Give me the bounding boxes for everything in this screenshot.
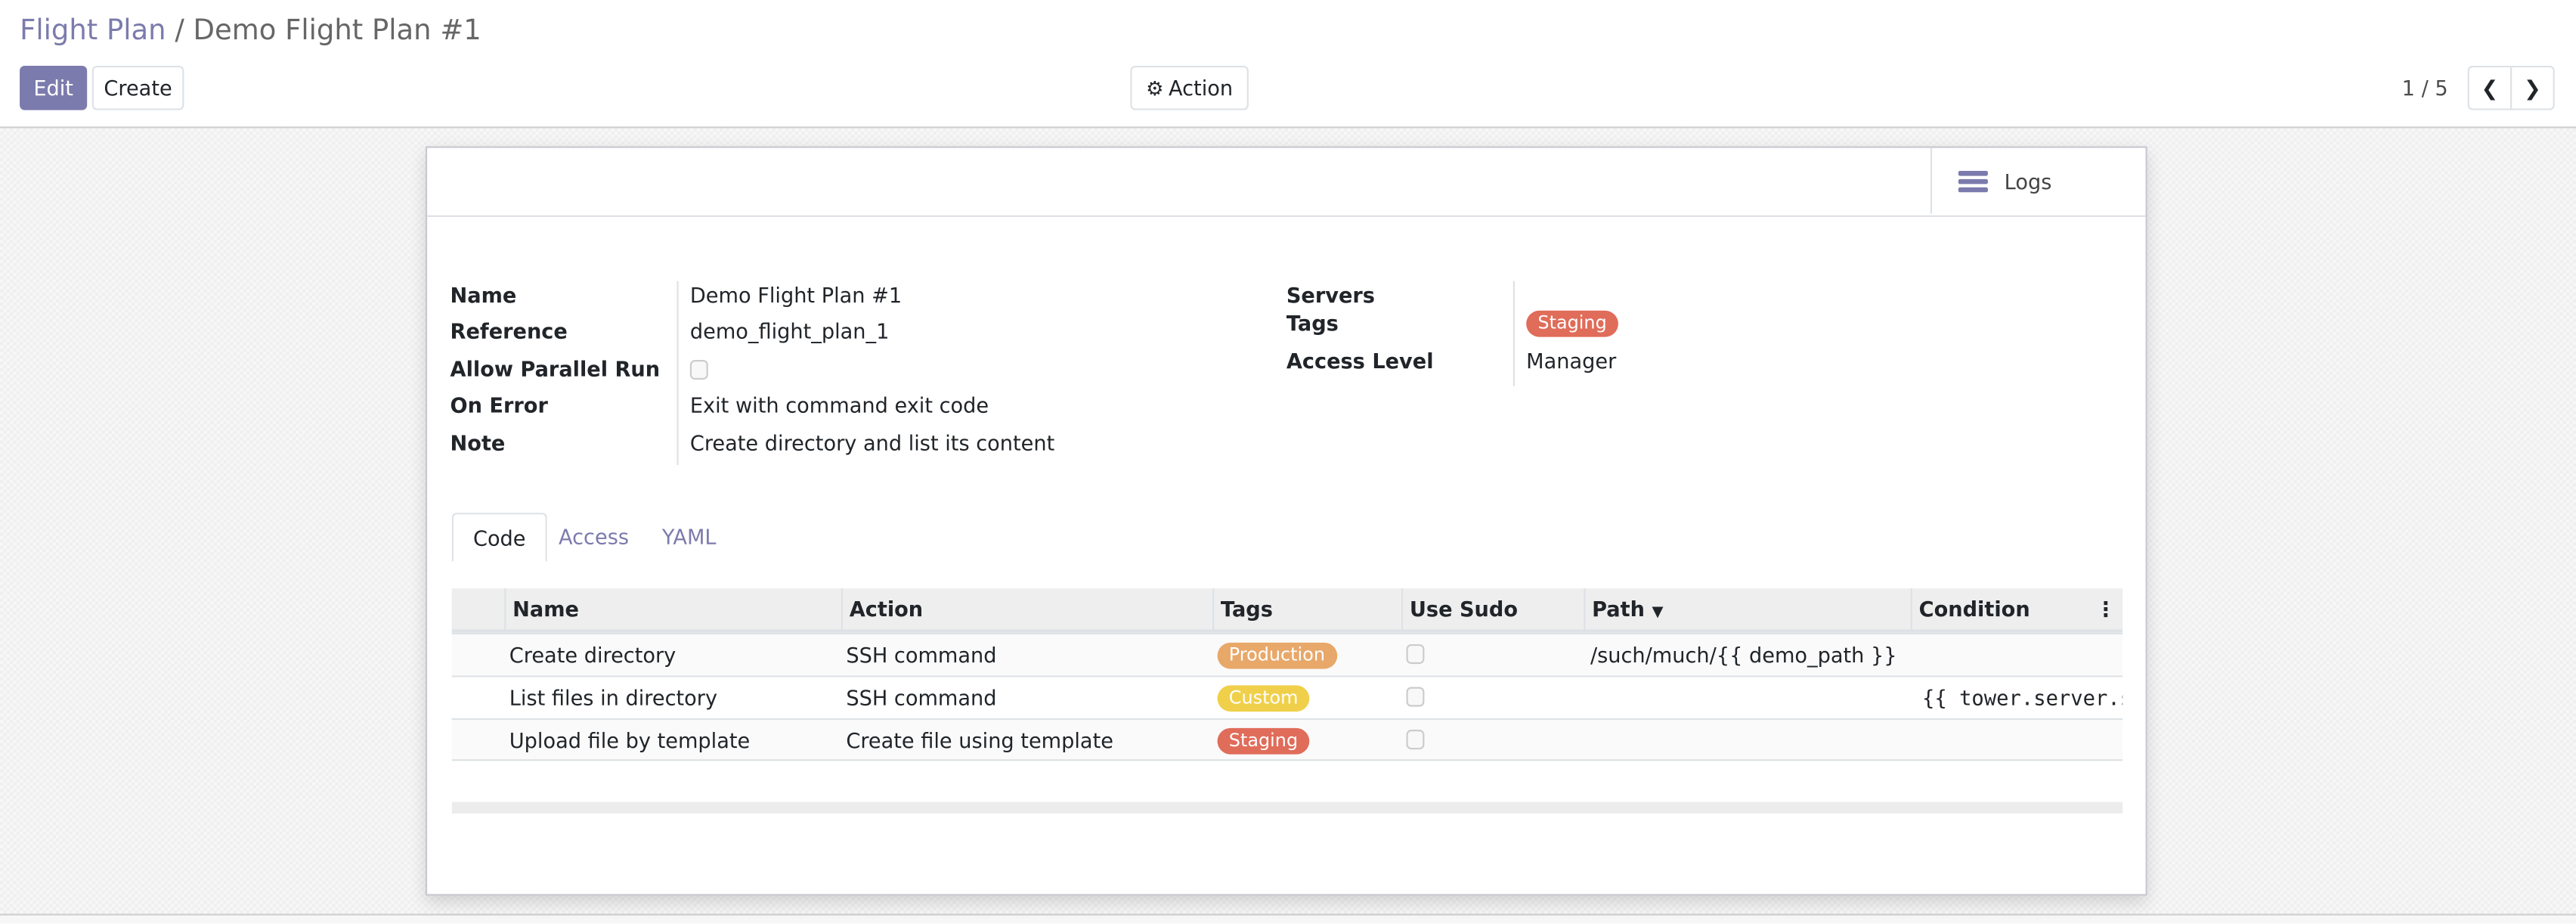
caret-down-icon: ▼	[1652, 604, 1664, 622]
use-sudo-checkbox	[1406, 687, 1425, 707]
row-path: /such/much/{{ demo_path }}	[1590, 642, 1897, 668]
on-error-value: Exit with command exit code	[689, 392, 989, 418]
action-button[interactable]: ⚙ Action	[1130, 65, 1249, 110]
column-header-condition[interactable]: Condition ⋮	[1910, 588, 2123, 631]
row-name: Upload file by template	[509, 727, 751, 753]
column-header-action[interactable]: Action	[841, 588, 1215, 631]
name-label: Name	[450, 282, 517, 308]
breadcrumb-current: Demo Flight Plan #1	[193, 14, 481, 48]
bottom-divider	[0, 913, 2576, 924]
breadcrumb-parent-link[interactable]: Flight Plan	[20, 14, 166, 48]
header-underline	[451, 629, 2123, 633]
on-error-label: On Error	[450, 392, 548, 418]
table-row[interactable]: Upload file by template Create file usin…	[451, 718, 2123, 761]
pager-value[interactable]: 1 / 5	[2401, 75, 2448, 101]
reference-label: Reference	[450, 318, 568, 344]
breadcrumb: Flight Plan / Demo Flight Plan #1	[20, 15, 481, 48]
table-row[interactable]: Create directory SSH command Production …	[451, 632, 2123, 676]
column-header-path[interactable]: Path ▼	[1584, 588, 1912, 631]
row-tag: Staging	[1217, 727, 1310, 755]
horizontal-scrollbar[interactable]	[451, 802, 2123, 814]
row-action: SSH command	[846, 642, 997, 668]
action-label: Action	[1169, 75, 1234, 101]
chatter-topbar: Logs	[427, 147, 2146, 217]
row-tag: Production	[1217, 642, 1337, 669]
bars-icon	[1958, 167, 1988, 195]
servers-label: Servers	[1286, 282, 1375, 308]
column-header-tags[interactable]: Tags	[1212, 588, 1404, 631]
access-level-value: Manager	[1526, 348, 1617, 374]
row-name: List files in directory	[509, 685, 718, 710]
allow-parallel-run-checkbox[interactable]	[689, 359, 708, 380]
field-divider	[1512, 281, 1515, 386]
use-sudo-checkbox	[1406, 644, 1425, 665]
tab-code[interactable]: Code	[451, 513, 547, 563]
pager-previous-button[interactable]: ❮	[2467, 65, 2513, 110]
column-options-icon[interactable]: ⋮	[2095, 596, 2116, 622]
column-header-use-sudo[interactable]: Use Sudo	[1401, 588, 1586, 631]
use-sudo-checkbox	[1406, 730, 1425, 750]
create-button[interactable]: Create	[91, 65, 184, 110]
field-divider	[677, 281, 679, 466]
tab-yaml[interactable]: YAML	[661, 524, 717, 549]
row-tag: Custom	[1217, 685, 1310, 712]
tab-access[interactable]: Access	[558, 524, 630, 549]
chevron-left-icon: ❮	[2481, 75, 2499, 101]
column-header-handle	[451, 588, 506, 631]
tag-badge: Staging	[1526, 310, 1618, 337]
row-name: Create directory	[509, 642, 677, 668]
gear-icon: ⚙	[1146, 76, 1164, 100]
control-panel-divider	[0, 126, 2576, 129]
row-action: Create file using template	[846, 727, 1113, 753]
condition-header-label: Condition	[1918, 596, 2030, 622]
table-row[interactable]: List files in directory SSH command Cust…	[451, 675, 2123, 718]
note-label: Note	[450, 430, 506, 456]
logs-button[interactable]: Logs	[1930, 147, 2146, 214]
logs-label: Logs	[2004, 168, 2052, 194]
tags-label: Tags	[1286, 310, 1339, 336]
pager-next-button[interactable]: ❯	[2510, 65, 2555, 110]
breadcrumb-separator: /	[175, 14, 184, 48]
row-action: SSH command	[846, 685, 997, 710]
path-header-label: Path	[1592, 596, 1645, 622]
form-sheet: Logs Name Demo Flight Plan #1 Reference …	[425, 146, 2147, 896]
row-condition: {{ tower.server.st	[1921, 685, 2123, 710]
edit-button[interactable]: Edit	[20, 65, 88, 110]
chevron-right-icon: ❯	[2524, 75, 2541, 101]
reference-value: demo_flight_plan_1	[689, 318, 890, 344]
access-level-label: Access Level	[1286, 348, 1434, 374]
allow-parallel-run-label: Allow Parallel Run	[450, 356, 661, 382]
column-header-name[interactable]: Name	[504, 588, 844, 631]
name-value: Demo Flight Plan #1	[689, 282, 903, 308]
note-value: Create directory and list its content	[689, 430, 1055, 456]
